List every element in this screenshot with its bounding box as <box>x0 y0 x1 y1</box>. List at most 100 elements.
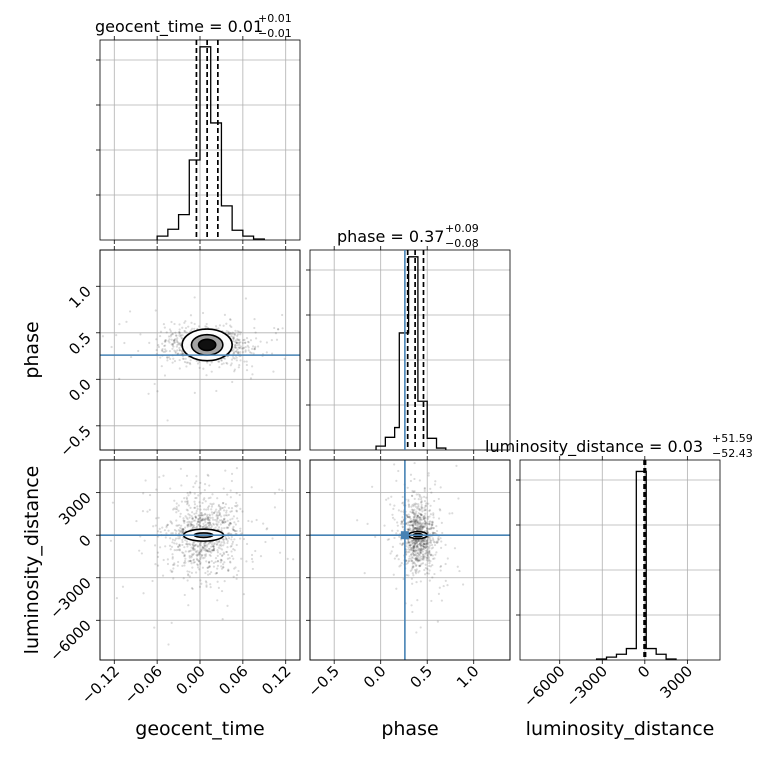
panel-phase-vs-luminosity_distance-sample <box>411 511 414 514</box>
panel-geocent_time-vs-phase-sample <box>232 337 235 340</box>
panel-geocent_time-vs-luminosity_distance-sample <box>200 514 203 517</box>
panel-geocent_time-vs-luminosity_distance-sample <box>235 529 238 533</box>
panel-geocent_time-vs-luminosity_distance-sample <box>144 479 147 482</box>
panel-geocent_time-vs-luminosity_distance-sample <box>191 527 194 530</box>
panel-geocent_time-vs-luminosity_distance-sample <box>198 486 201 489</box>
panel-phase-vs-luminosity_distance-sample <box>415 544 418 548</box>
panel-geocent_time-vs-luminosity_distance-sample <box>213 542 216 545</box>
panel-phase-vs-luminosity_distance-sample <box>433 499 436 503</box>
panel-geocent_time-vs-luminosity_distance-sample <box>193 548 196 551</box>
title-phase: phase = 0.37 <box>337 227 444 246</box>
panel-phase-vs-luminosity_distance-sample <box>407 559 410 562</box>
panel-geocent_time-vs-luminosity_distance-sample <box>181 529 184 532</box>
panel-geocent_time-vs-phase-sample <box>166 359 169 362</box>
panel-geocent_time-vs-luminosity_distance-sample <box>211 503 214 506</box>
panel-geocent_time-vs-luminosity_distance-sample <box>217 526 221 529</box>
panel-geocent_time-vs-luminosity_distance-sample <box>196 563 199 566</box>
panel-geocent_time-vs-luminosity_distance-sample <box>183 555 186 558</box>
panel-phase-vs-luminosity_distance-sample <box>418 559 421 562</box>
panel-geocent_time-vs-phase-sample <box>204 325 207 328</box>
panel-geocent_time-vs-luminosity_distance-sample <box>226 526 229 529</box>
panel-geocent_time-vs-phase-sample <box>186 361 189 364</box>
panel-geocent_time-vs-luminosity_distance-sample <box>190 562 193 565</box>
panel-phase-vs-luminosity_distance-sample <box>400 522 403 525</box>
panel-geocent_time-vs-phase-sample <box>193 322 196 326</box>
panel-geocent_time-vs-luminosity_distance-sample <box>189 492 192 495</box>
panel-geocent_time-vs-phase-sample <box>272 370 275 373</box>
panel-geocent_time-vs-luminosity_distance-sample <box>183 526 187 529</box>
panel-geocent_time-vs-luminosity_distance-sample <box>196 549 199 552</box>
panel-geocent_time-vs-luminosity_distance-sample <box>178 530 181 533</box>
panel-geocent_time-vs-luminosity_distance-sample <box>148 508 151 511</box>
panel-geocent_time-vs-luminosity_distance-sample <box>201 566 204 569</box>
panel-geocent_time-vs-luminosity_distance-sample <box>226 546 229 549</box>
panel-geocent_time-vs-luminosity_distance-sample <box>205 515 209 518</box>
panel-geocent_time-vs-luminosity_distance-sample <box>186 509 189 512</box>
panel-geocent_time-vs-luminosity_distance-sample <box>158 527 161 530</box>
panel-phase-vs-luminosity_distance-sample <box>391 513 394 516</box>
panel-geocent_time-vs-luminosity_distance-sample <box>203 549 206 552</box>
panel-geocent_time-vs-phase-sample <box>238 338 241 341</box>
panel-geocent_time-vs-phase-sample <box>223 357 227 360</box>
panel-geocent_time-vs-luminosity_distance-sample <box>216 497 219 500</box>
panel-phase-vs-luminosity_distance-sample <box>420 508 423 511</box>
panel-phase-vs-luminosity_distance-sample <box>412 549 416 552</box>
panel-geocent_time-vs-phase-sample <box>164 350 167 353</box>
panel-geocent_time-vs-phase-sample <box>233 334 236 337</box>
panel-geocent_time-vs-luminosity_distance-sample <box>195 557 198 560</box>
panel-phase-vs-luminosity_distance-sample <box>427 556 430 559</box>
panel-phase-vs-luminosity_distance-sample <box>425 502 428 505</box>
panel-phase-vs-luminosity_distance-sample <box>409 544 412 547</box>
panel-geocent_time-vs-luminosity_distance-sample <box>292 558 295 561</box>
panel-phase-vs-luminosity_distance-sample <box>418 543 421 546</box>
panel-geocent_time-vs-luminosity_distance-sample <box>205 545 208 548</box>
left-phase-yticklabel-3: 1.0 <box>65 282 95 312</box>
panel-geocent_time-vs-phase-sample <box>222 324 225 327</box>
panel-geocent_time-vs-luminosity_distance-sample <box>182 519 185 522</box>
panel-geocent_time-vs-phase-sample <box>180 336 183 340</box>
panel-geocent_time-vs-luminosity_distance-sample <box>206 570 209 573</box>
panel-geocent_time-vs-luminosity_distance-sample <box>201 546 204 549</box>
panel-geocent_time-vs-luminosity_distance-sample <box>175 508 179 511</box>
panel-geocent_time-vs-phase-sample <box>254 331 257 334</box>
panel-geocent_time-vs-luminosity_distance-sample <box>193 543 197 547</box>
panel-geocent_time-vs-luminosity_distance-sample <box>183 546 186 549</box>
panel-phase-vs-luminosity_distance-sample <box>409 510 412 514</box>
panel-phase-vs-luminosity_distance-sample <box>407 546 410 549</box>
panel-phase-vs-luminosity_distance-sample <box>423 547 426 550</box>
panel-phase-vs-luminosity_distance-sample <box>423 489 426 493</box>
panel-geocent_time-vs-luminosity_distance-sample <box>219 508 222 511</box>
panel-phase-vs-luminosity_distance-sample <box>418 551 422 554</box>
panel-geocent_time-vs-luminosity_distance-sample <box>212 545 215 548</box>
panel-phase-vs-luminosity_distance-sample <box>412 553 415 556</box>
panel-geocent_time-vs-luminosity_distance-sample <box>208 547 211 550</box>
diag-luminosity_distance-frame <box>519 459 721 661</box>
panel-phase-vs-luminosity_distance-sample <box>430 599 433 603</box>
panel-geocent_time-vs-luminosity_distance-sample <box>194 515 197 519</box>
panel-phase-vs-luminosity_distance-sample <box>432 512 435 515</box>
panel-geocent_time-vs-luminosity_distance-sample <box>198 501 201 504</box>
panel-phase-vs-luminosity_distance-sample <box>393 463 396 466</box>
panel-phase-vs-luminosity_distance-sample <box>435 525 438 528</box>
panel-geocent_time-vs-luminosity_distance-sample <box>217 514 221 517</box>
panel-geocent_time-vs-phase-sample <box>178 349 182 352</box>
panel-geocent_time-vs-luminosity_distance-sample <box>188 542 191 545</box>
panel-geocent_time-vs-luminosity_distance-sample <box>218 544 221 547</box>
panel-geocent_time-vs-luminosity_distance-sample <box>166 558 169 561</box>
panel-geocent_time-vs-luminosity_distance-sample <box>216 564 220 567</box>
panel-geocent_time-vs-phase-sample <box>230 334 233 338</box>
panel-geocent_time-vs-luminosity_distance-sample <box>142 592 145 595</box>
panel-geocent_time-vs-luminosity_distance-sample <box>222 501 225 505</box>
panel-geocent_time-vs-luminosity_distance-sample <box>211 548 214 552</box>
panel-phase-vs-luminosity_distance-sample <box>423 522 427 525</box>
panel-geocent_time-vs-luminosity_distance-sample <box>183 593 186 597</box>
panel-phase-vs-luminosity_distance-sample <box>427 472 430 475</box>
panel-geocent_time-vs-luminosity_distance-sample <box>226 493 229 496</box>
panel-phase-vs-luminosity_distance-sample <box>429 560 432 563</box>
panel-geocent_time-vs-phase-sample <box>174 350 177 353</box>
panel-phase-vs-luminosity_distance-sample <box>424 521 428 524</box>
panel-phase-vs-luminosity_distance-sample <box>418 528 422 531</box>
panel-phase-vs-luminosity_distance-sample <box>424 517 427 520</box>
panel-geocent_time-vs-phase-sample <box>157 344 160 347</box>
panel-geocent_time-vs-phase-sample <box>190 329 193 332</box>
